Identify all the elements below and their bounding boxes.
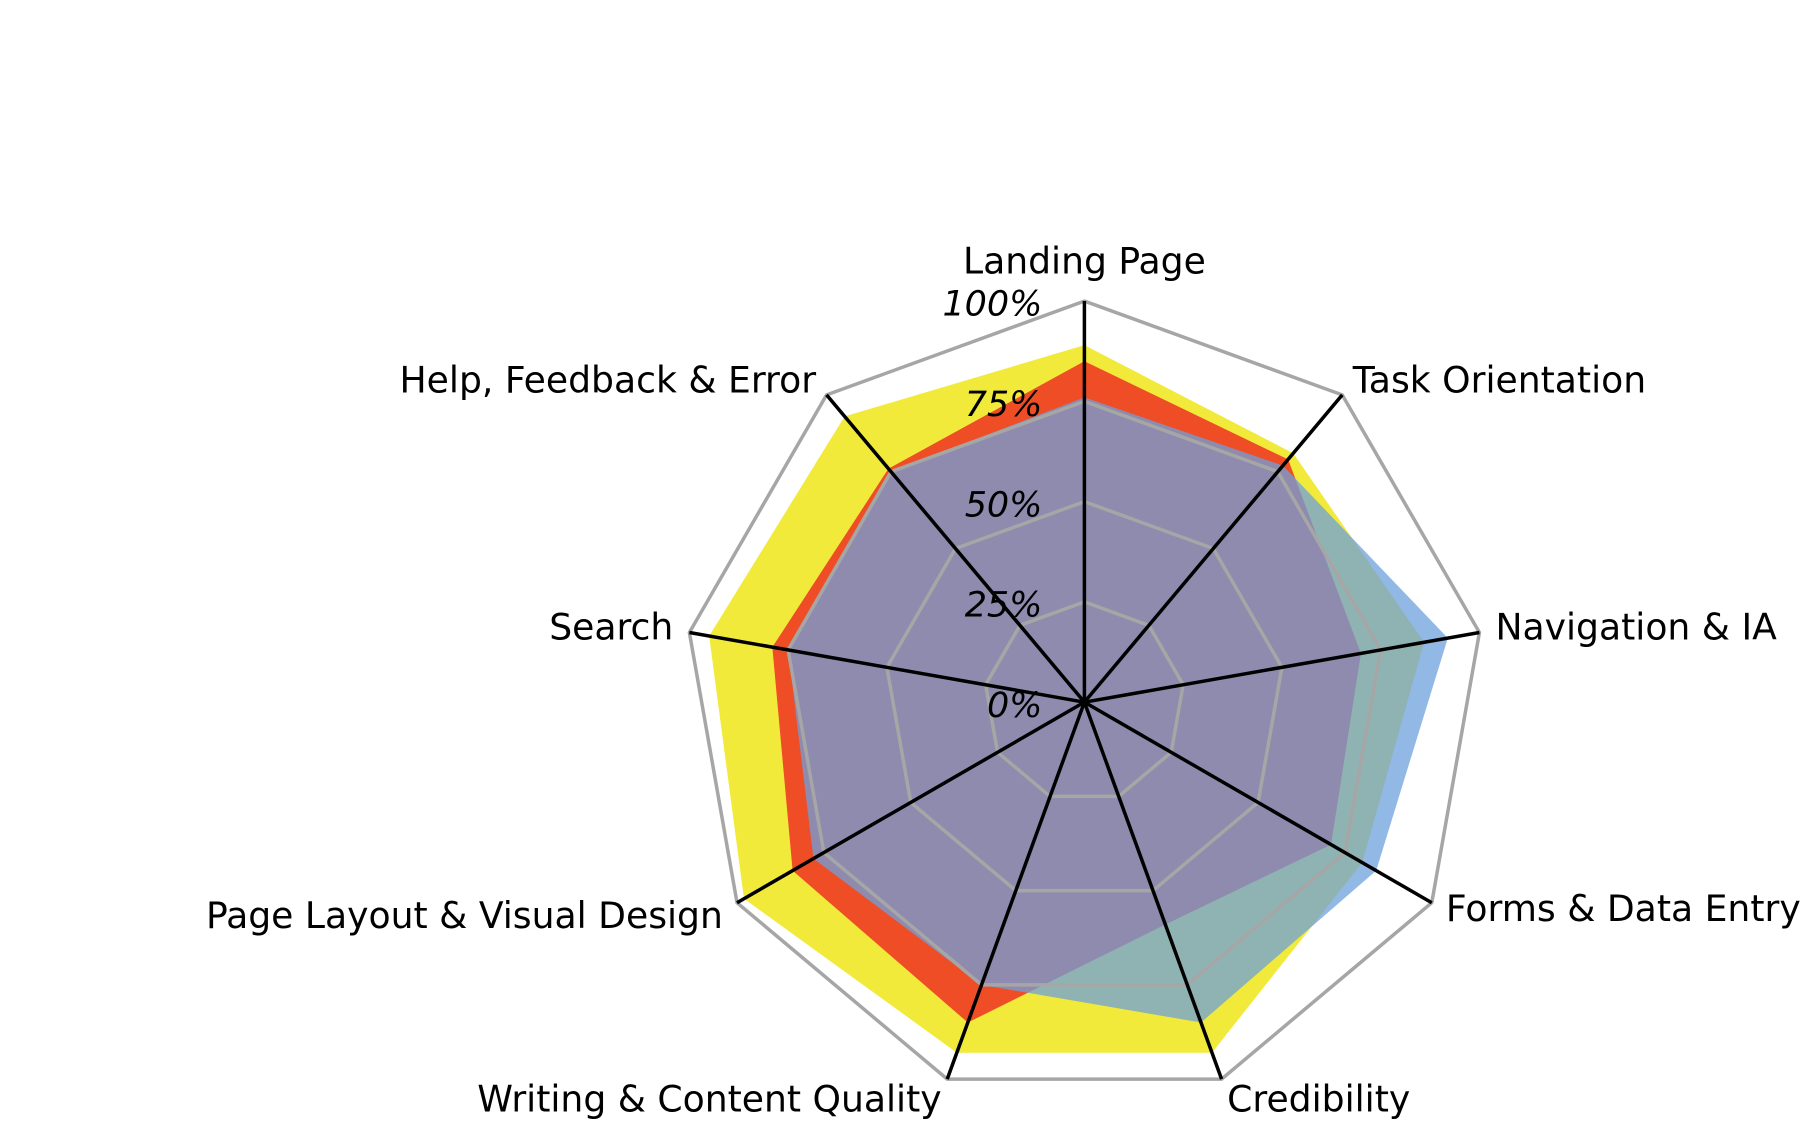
axis-spoke [1082,701,1224,1080]
axis-spoke [1083,700,1433,905]
axis-spoke [1083,393,1344,704]
r-tick-label: 0% [987,686,1042,726]
category-label: Page Layout & Visual Design [206,894,723,937]
r-tick-label: 50% [965,485,1043,525]
grid-ring [687,299,1482,1081]
axis-spoke [736,700,1086,905]
r-tick-label: 75% [965,385,1043,425]
axis-spoke [825,393,1086,704]
category-label: Credibility [1227,1077,1410,1120]
axis-spoke [689,630,1085,704]
grid-ring [885,499,1284,893]
category-label: Search [549,606,673,649]
axis-spoke [1084,630,1480,704]
category-label: Task Orientation [1352,358,1646,401]
category-label: Navigation & IA [1495,606,1777,649]
category-label: Landing Page [963,240,1206,283]
r-tick-label: 25% [965,586,1043,626]
r-tick-label: 100% [942,285,1042,325]
category-label: Writing & Content Quality [477,1077,941,1120]
category-label: Help, Feedback & Error [400,358,817,401]
axis-spoke [945,701,1087,1080]
grid-ring [983,600,1185,799]
grid-ring [786,399,1383,987]
category-label: Forms & Data Entry [1446,887,1801,930]
